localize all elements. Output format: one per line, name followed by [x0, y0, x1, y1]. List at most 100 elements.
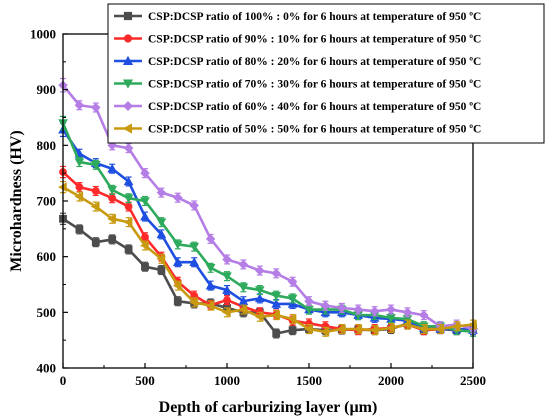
series-line [61, 129, 474, 332]
data-point [287, 276, 298, 287]
data-point [255, 265, 265, 276]
y-tick-label: 500 [37, 305, 57, 320]
legend-label: CSP:DCSP ratio of 70% : 30% for 6 hours … [148, 79, 481, 91]
data-point [205, 300, 215, 311]
data-point [238, 259, 249, 270]
data-point [74, 158, 85, 167]
data-point [91, 102, 101, 113]
data-point [157, 266, 166, 274]
data-point [386, 323, 395, 333]
data-point [91, 187, 100, 195]
x-tick-label: 1500 [296, 373, 322, 388]
data-point [287, 299, 298, 308]
data-point [205, 264, 216, 273]
data-point [369, 325, 379, 335]
data-point [90, 161, 101, 170]
data-point [419, 310, 429, 320]
data-point [254, 311, 264, 322]
legend-swatch-marker [123, 101, 133, 111]
data-point [435, 324, 444, 334]
legend-swatch-marker [122, 123, 132, 134]
series-1 [59, 212, 477, 339]
data-point [451, 321, 461, 332]
data-point [173, 192, 183, 203]
data-point [386, 304, 396, 315]
data-point [353, 324, 362, 334]
data-point [74, 100, 85, 110]
legend-item: CSP:DCSP ratio of 70% : 30% for 6 hours … [114, 79, 481, 91]
data-point [287, 294, 298, 304]
data-point [172, 257, 183, 266]
legend-swatch-marker [122, 55, 134, 65]
data-point [271, 310, 280, 320]
data-point [238, 283, 249, 293]
series-line [62, 185, 474, 334]
data-point [140, 240, 149, 251]
data-point [156, 218, 167, 228]
legend-swatch-marker [123, 34, 133, 43]
legend: CSP:DCSP ratio of 100% : 0% for 6 hours … [107, 3, 545, 144]
data-point [222, 307, 231, 318]
data-point [272, 329, 281, 338]
series-2 [59, 165, 477, 336]
data-point [189, 242, 200, 252]
data-point [337, 303, 347, 313]
data-point [222, 254, 232, 265]
data-point [205, 234, 216, 244]
data-point [107, 213, 116, 224]
legend-item: CSP:DCSP ratio of 50% : 50% for 6 hours … [114, 123, 481, 136]
data-point [172, 240, 183, 250]
data-point [418, 324, 428, 334]
data-point [90, 201, 100, 212]
data-point [271, 268, 281, 279]
data-point [156, 229, 167, 239]
x-tick-label: 500 [135, 373, 155, 388]
x-tick-label: 2500 [460, 373, 486, 388]
legend-label: CSP:DCSP ratio of 80% : 20% for 6 hours … [148, 56, 481, 68]
data-point [124, 202, 133, 211]
data-point [75, 183, 84, 191]
data-point [123, 176, 134, 186]
data-point [271, 299, 282, 308]
data-point [336, 324, 346, 334]
data-point [320, 300, 331, 311]
data-point [402, 319, 412, 330]
y-tick-label: 400 [37, 361, 57, 376]
x-tick-label: 0 [60, 373, 67, 388]
legend-box [107, 3, 545, 144]
legend-item: CSP:DCSP ratio of 100% : 0% for 6 hours … [114, 11, 481, 23]
data-point [288, 326, 297, 335]
data-point [304, 296, 314, 306]
legend-item: CSP:DCSP ratio of 80% : 20% for 6 hours … [114, 55, 481, 68]
data-point [107, 163, 118, 173]
data-point [402, 307, 413, 318]
data-point [141, 262, 149, 271]
data-point [172, 280, 182, 291]
data-point [353, 304, 363, 315]
data-point [123, 194, 134, 204]
legend-swatch-marker [123, 11, 133, 21]
data-point [140, 211, 150, 221]
y-tick-label: 600 [37, 249, 57, 264]
data-point [271, 291, 282, 301]
y-tick-label: 700 [37, 194, 57, 209]
legend-swatch-marker [122, 79, 134, 89]
x-tick-label: 2000 [378, 373, 404, 388]
data-point [189, 297, 198, 308]
data-point [254, 286, 265, 296]
legend-item: CSP:DCSP ratio of 90% : 10% for 6 hours … [114, 34, 481, 46]
y-tick-label: 900 [37, 82, 57, 97]
x-axis-title: Depth of carburizing layer (µm) [159, 399, 378, 416]
series-3 [58, 122, 478, 336]
y-axis-title: Microhardness (HV) [8, 130, 25, 271]
data-point [123, 143, 134, 153]
data-point [156, 254, 166, 264]
legend-label: CSP:DCSP ratio of 60% : 40% for 6 hours … [148, 101, 481, 113]
data-point [238, 304, 248, 315]
data-point [75, 225, 84, 234]
data-point [222, 285, 232, 294]
data-point [304, 324, 313, 334]
data-point [156, 187, 167, 198]
series-4 [58, 115, 478, 337]
